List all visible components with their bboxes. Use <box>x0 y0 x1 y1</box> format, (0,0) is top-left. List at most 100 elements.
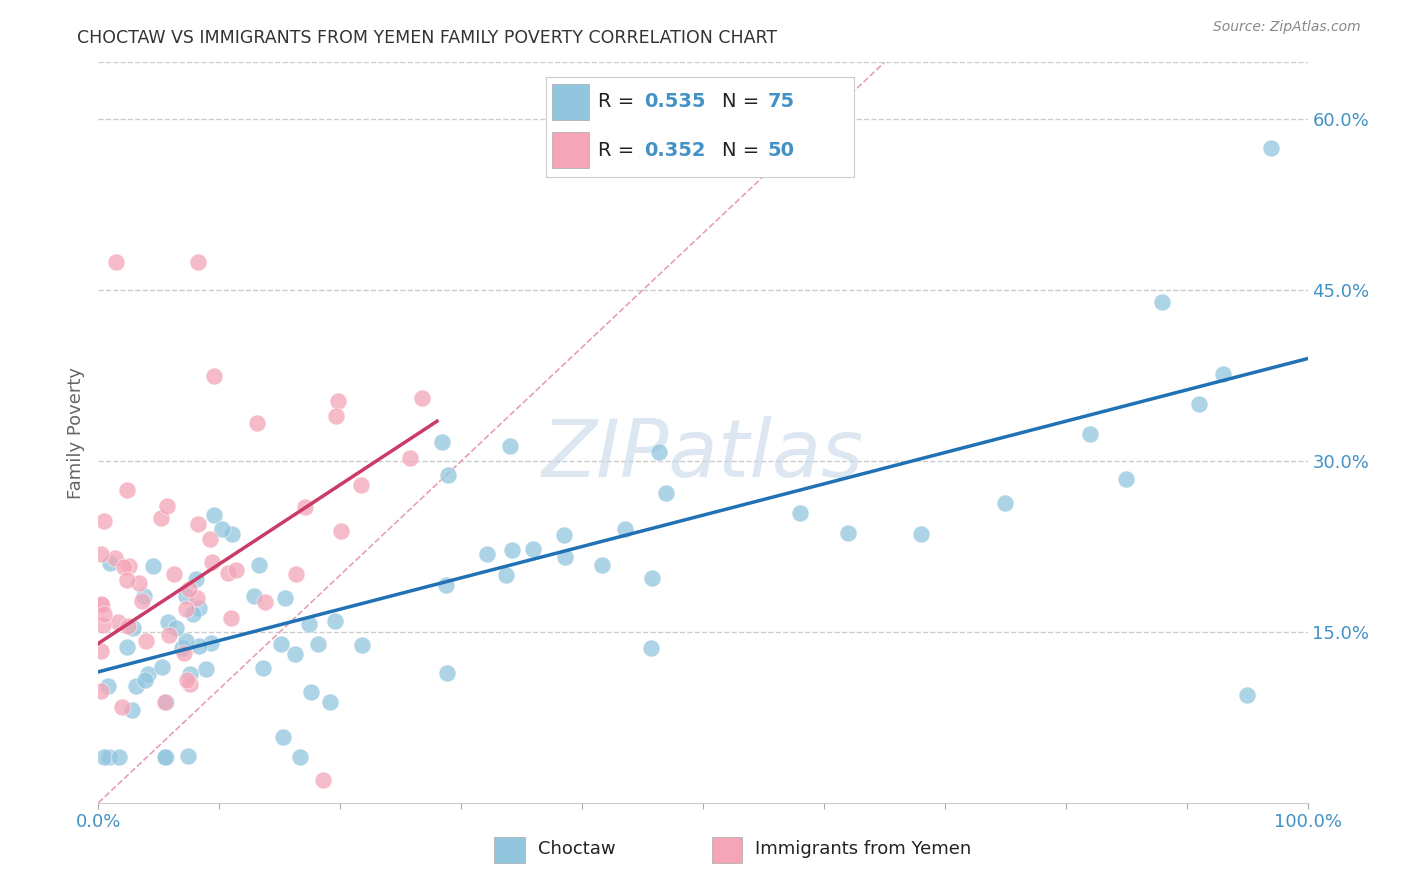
Point <box>326 394 349 409</box>
Point <box>554 549 576 564</box>
Text: Source: ZipAtlas.com: Source: ZipAtlas.com <box>1213 20 1361 34</box>
Point <box>200 635 222 649</box>
Point <box>221 527 243 541</box>
Point <box>225 563 247 577</box>
Point <box>176 748 198 763</box>
Point <box>198 532 221 546</box>
Point <box>437 467 460 482</box>
Point <box>294 500 316 514</box>
Point <box>115 483 138 497</box>
Point <box>1115 473 1137 487</box>
Point <box>350 477 373 491</box>
Point <box>430 434 453 449</box>
Point <box>325 409 347 423</box>
Point <box>1212 367 1234 381</box>
Point <box>411 391 433 405</box>
Y-axis label: Family Poverty: Family Poverty <box>66 367 84 499</box>
Point <box>243 589 266 603</box>
Point <box>104 551 127 566</box>
Point <box>91 599 114 613</box>
Point <box>640 640 662 655</box>
Point <box>202 368 225 383</box>
Point <box>173 646 195 660</box>
Point <box>134 673 156 688</box>
Point <box>153 695 176 709</box>
Point <box>194 662 217 676</box>
Point <box>179 667 201 681</box>
Point <box>522 542 544 557</box>
Point <box>149 510 172 524</box>
Point <box>219 610 242 624</box>
Point <box>270 637 292 651</box>
Point <box>271 730 294 744</box>
Text: ZIPatlas: ZIPatlas <box>541 416 865 494</box>
Point <box>135 633 157 648</box>
Point <box>136 667 159 681</box>
Point <box>591 558 613 573</box>
Point <box>172 641 194 656</box>
Point <box>142 559 165 574</box>
Point <box>319 695 342 709</box>
Point <box>105 254 128 268</box>
Point <box>90 684 112 698</box>
Point <box>1078 426 1101 441</box>
Point <box>91 618 114 632</box>
Point <box>188 601 211 615</box>
Point <box>1152 295 1174 310</box>
Point <box>98 750 121 764</box>
Point <box>1260 141 1282 155</box>
Point <box>188 639 211 653</box>
Point <box>174 590 197 604</box>
Point <box>153 750 176 764</box>
Point <box>93 607 115 622</box>
Point <box>1236 688 1258 702</box>
Point <box>186 572 208 586</box>
Point <box>176 673 198 687</box>
Point <box>163 566 186 581</box>
Point <box>177 582 200 596</box>
Point <box>994 496 1017 510</box>
Point <box>910 526 932 541</box>
Point <box>155 750 177 764</box>
Point <box>655 486 678 500</box>
Point <box>121 703 143 717</box>
Point <box>122 621 145 635</box>
Point <box>1188 397 1211 411</box>
Point <box>90 644 112 658</box>
Point <box>165 621 187 635</box>
Point <box>352 638 374 652</box>
Point <box>247 558 270 572</box>
Point <box>111 699 134 714</box>
Point <box>285 567 308 582</box>
Point <box>97 679 120 693</box>
Point <box>115 573 138 587</box>
Point <box>312 772 335 787</box>
Point <box>553 528 575 542</box>
Point <box>501 542 523 557</box>
Point <box>112 559 135 574</box>
Point <box>298 616 321 631</box>
Point <box>90 547 112 561</box>
Point <box>117 640 139 655</box>
Point <box>283 647 305 661</box>
Point <box>125 679 148 693</box>
Text: CHOCTAW VS IMMIGRANTS FROM YEMEN FAMILY POVERTY CORRELATION CHART: CHOCTAW VS IMMIGRANTS FROM YEMEN FAMILY … <box>77 29 778 46</box>
Point <box>436 665 458 680</box>
Point <box>211 522 233 536</box>
Point <box>174 634 197 648</box>
Point <box>156 499 179 513</box>
Point <box>837 526 859 541</box>
Point <box>156 615 179 629</box>
Point <box>202 508 225 522</box>
Point <box>107 615 129 630</box>
Point <box>155 695 177 709</box>
Point <box>128 576 150 591</box>
Point <box>330 524 353 538</box>
Point <box>399 451 422 466</box>
Point <box>118 558 141 573</box>
Point <box>93 750 115 764</box>
Point <box>647 445 669 459</box>
Point <box>495 567 517 582</box>
Point <box>201 555 224 569</box>
Point <box>159 628 181 642</box>
